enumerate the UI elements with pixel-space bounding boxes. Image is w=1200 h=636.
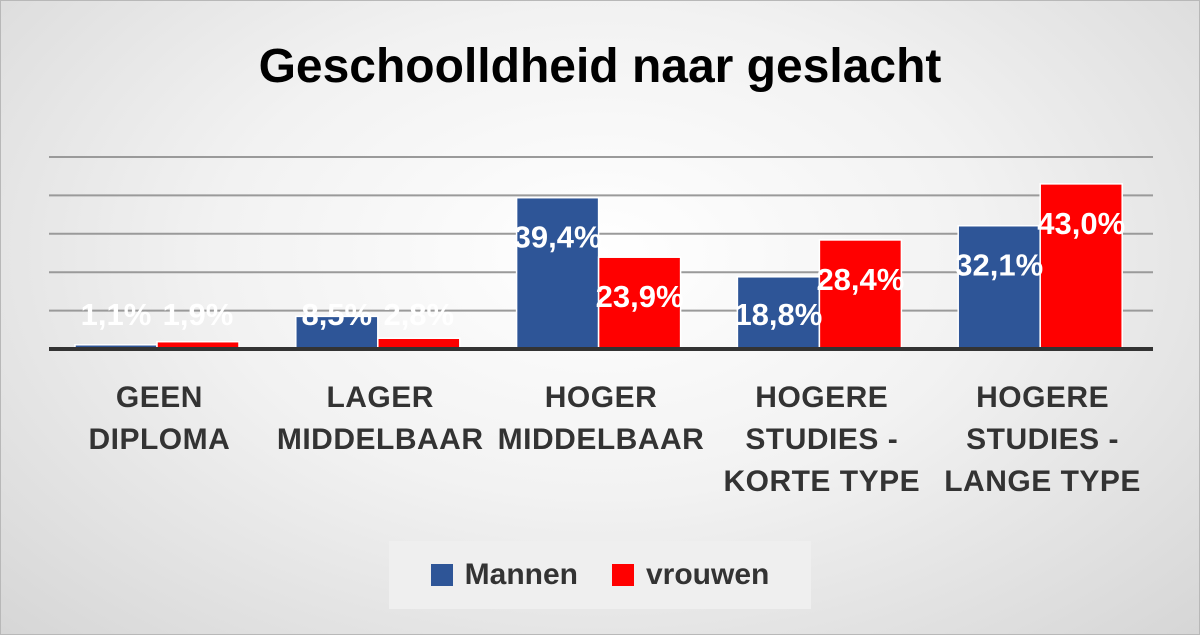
category-label-line: MIDDELBAAR	[276, 423, 484, 456]
bar-vrouwen-4	[1039, 183, 1123, 350]
category-label-0: GEEN DIPLOMA	[47, 377, 271, 461]
legend-swatch-mannen	[430, 564, 453, 586]
category-label-4: HOGERE STUDIES - LANGE TYPE	[931, 377, 1155, 503]
data-label-vrouwen-1: 2,8%	[383, 297, 454, 332]
category-label-line: MIDDELBAAR	[497, 423, 705, 456]
legend-label-vrouwen: vrouwen	[645, 558, 770, 591]
legend-item-mannen: Mannen	[430, 558, 578, 592]
legend: Mannen vrouwen	[389, 541, 811, 609]
data-label-mannen-4: 32,1%	[955, 248, 1043, 283]
category-label-2: HOGER MIDDELBAAR	[489, 377, 713, 461]
category-label-3: HOGERE STUDIES - KORTE TYPE	[710, 377, 934, 503]
category-label-line: GEEN	[115, 381, 203, 414]
data-label-vrouwen-2: 23,9%	[596, 279, 684, 314]
data-label-mannen-2: 39,4%	[514, 220, 602, 255]
data-label-vrouwen-4: 43,0%	[1037, 206, 1125, 241]
category-label-line: LAGER	[326, 381, 434, 414]
category-label-line: LANGE TYPE	[944, 465, 1141, 498]
data-label-mannen-3: 18,8%	[734, 297, 822, 332]
category-label-line: STUDIES -	[966, 423, 1120, 456]
legend-item-vrouwen: vrouwen	[611, 558, 770, 592]
category-label-line: STUDIES -	[745, 423, 899, 456]
data-label-vrouwen-3: 28,4%	[816, 262, 904, 297]
data-label-vrouwen-0: 1,9%	[163, 297, 234, 332]
category-label-line: KORTE TYPE	[723, 465, 921, 498]
bar-vrouwen-2	[597, 256, 682, 350]
legend-label-mannen: Mannen	[464, 558, 578, 591]
legend-swatch-vrouwen	[611, 564, 634, 586]
data-label-mannen-0: 1,1%	[81, 297, 152, 332]
data-label-mannen-1: 8,5%	[301, 297, 372, 332]
category-label-line: DIPLOMA	[88, 423, 231, 456]
chart-title: Geschoolldheid naar geslacht	[258, 40, 942, 93]
category-label-line: HOGERE	[755, 381, 889, 414]
category-label-line: HOGER	[544, 381, 658, 414]
bar-mannen-4	[957, 224, 1041, 350]
category-label-line: HOGERE	[976, 381, 1110, 414]
category-label-1: LAGER MIDDELBAAR	[268, 377, 492, 461]
